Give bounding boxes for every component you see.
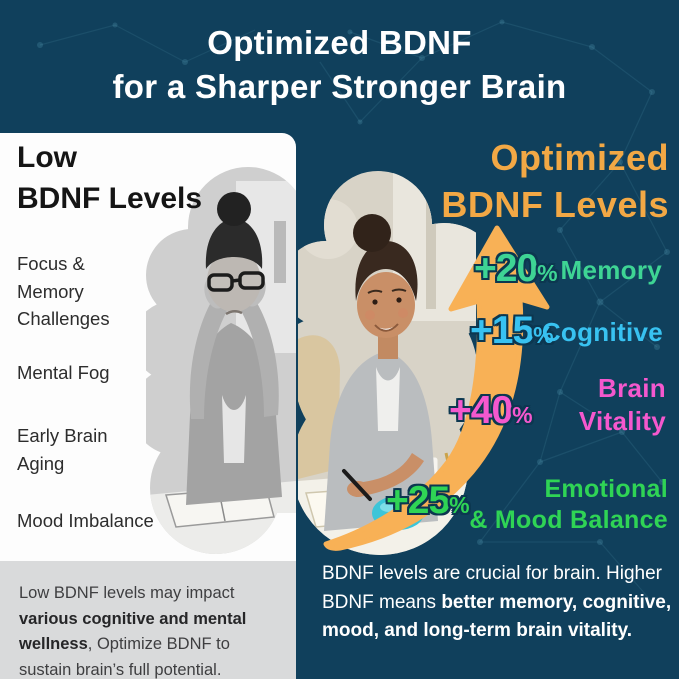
growth-arrow-icon — [323, 225, 550, 551]
low-bdnf-heading: Low BDNF Levels — [17, 141, 203, 215]
low-bdnf-note: Low BDNF levels may impact various cogni… — [0, 561, 296, 679]
stat-value: +25% — [386, 481, 470, 520]
optimized-bdnf-heading: Optimized BDNF Levels — [441, 137, 669, 225]
stat-percent: +40 — [449, 389, 513, 432]
text-segment: BDNF levels are crucial for brain. Highe… — [322, 563, 663, 613]
percent-sign: % — [533, 322, 554, 348]
percent-sign: % — [537, 260, 558, 286]
stat-label: Emotional & Mood Balance — [469, 475, 668, 534]
stat-percent: +15 — [470, 309, 534, 352]
page-title-line-1: Optimized BDNF — [207, 24, 472, 61]
text-segment: , Optimize BDNF to sustain brain’s full … — [19, 635, 230, 679]
symptom-mood-imbalance: Mood Imbalance — [17, 510, 154, 531]
stat-value: +40% — [449, 391, 533, 430]
page-title-line-2: for a Sharper Stronger Brain — [112, 68, 567, 105]
stat-label: Memory — [560, 255, 662, 285]
text-segment: Low BDNF levels may impact — [19, 584, 235, 602]
symptom-brain-aging: Early Brain Aging — [17, 425, 108, 474]
percent-sign: % — [449, 492, 470, 518]
text-segment-bold: various cognitive and mental wellness — [19, 609, 247, 654]
stat-percent: +25 — [386, 479, 450, 522]
stat-label: Brain Vitality — [578, 373, 666, 436]
optimized-bdnf-note-text: BDNF levels are crucial for brain. Highe… — [322, 560, 674, 646]
low-bdnf-panel: Low BDNF Levels Focus & Memory Challenge… — [0, 133, 296, 561]
stat-label: Cognitive — [541, 317, 663, 347]
stressed-woman-photo — [146, 167, 296, 554]
stat-percent: +20 — [474, 247, 538, 290]
header: Optimized BDNF for a Sharper Stronger Br… — [0, 0, 679, 133]
percent-sign: % — [512, 402, 533, 428]
symptom-mental-fog: Mental Fog — [17, 362, 110, 383]
text-segment-bold: better memory, cognitive, mood, and long… — [322, 591, 672, 642]
writing-arm — [354, 453, 424, 497]
hair-bun — [217, 192, 251, 226]
stat-value: +15% — [470, 311, 554, 350]
symptom-focus-memory: Focus & Memory Challenges — [17, 253, 110, 329]
woman-figure — [186, 192, 282, 505]
chair — [298, 335, 340, 479]
hair-bun — [353, 214, 391, 252]
pen-icon — [342, 469, 372, 501]
optimized-bdnf-note: BDNF levels are crucial for brain. Highe… — [322, 560, 674, 646]
glasses — [207, 271, 265, 292]
low-bdnf-note-text: Low BDNF levels may impact various cogni… — [0, 561, 296, 679]
woman-figure — [324, 214, 438, 531]
stat-value: +20% — [474, 249, 558, 288]
